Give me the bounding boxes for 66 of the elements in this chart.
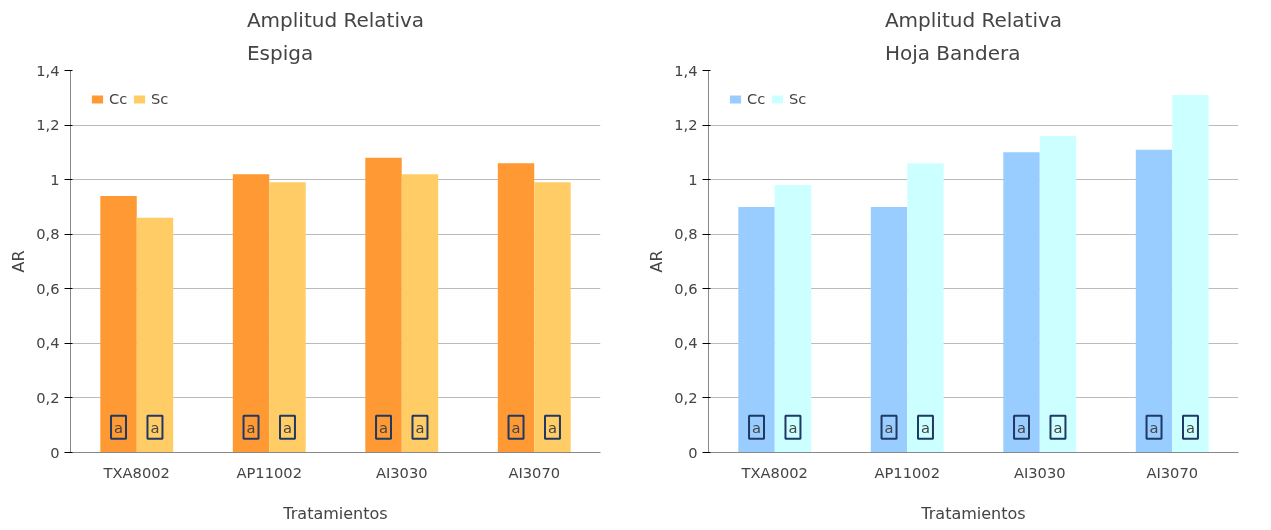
x-axis-title: Tratamientos xyxy=(920,503,1026,523)
bar xyxy=(232,174,270,453)
y-tick-label: 0,2 xyxy=(36,388,60,406)
bar xyxy=(534,182,571,453)
y-axis-title: AR xyxy=(647,250,667,273)
x-tick-label: AP11002 xyxy=(874,463,941,481)
y-tick-label: 0 xyxy=(688,443,698,461)
legend-label: Sc xyxy=(789,90,808,107)
y-tick-label: 1 xyxy=(50,170,60,188)
legend-label: Cc xyxy=(109,90,129,107)
bar xyxy=(870,206,908,453)
annotation: a xyxy=(379,418,389,436)
annotation: a xyxy=(1149,418,1159,436)
y-tick-label: 0,8 xyxy=(36,225,60,243)
x-tick-label: AI3070 xyxy=(1146,463,1199,481)
bar xyxy=(136,217,174,453)
legend-label: Cc xyxy=(747,90,767,107)
annotation: a xyxy=(511,418,521,436)
bar xyxy=(1135,149,1173,453)
y-tick-label: 0,4 xyxy=(674,334,698,352)
y-tick-label: 0,4 xyxy=(36,334,60,352)
bar xyxy=(269,182,306,453)
annotation: a xyxy=(1053,418,1063,436)
y-tick-label: 1 xyxy=(688,170,698,188)
y-axis-title: AR xyxy=(9,250,29,273)
annotation: a xyxy=(884,418,894,436)
annotation: a xyxy=(788,418,798,436)
annotation: a xyxy=(150,418,160,436)
y-tick-label: 0 xyxy=(50,443,60,461)
x-tick-label: AI3030 xyxy=(1013,463,1066,481)
bar xyxy=(907,163,944,453)
bar xyxy=(1003,152,1040,453)
y-tick-label: 1,2 xyxy=(36,116,60,134)
chart-title: Amplitud Relativa Hoja Bandera xyxy=(884,7,1063,66)
bar xyxy=(497,163,535,453)
y-tick-label: 1,4 xyxy=(36,61,60,79)
x-axis-title: Tratamientos xyxy=(282,503,388,523)
x-tick-label: AP11002 xyxy=(236,463,303,481)
bar xyxy=(1172,95,1209,453)
y-tick-label: 1,4 xyxy=(674,61,698,79)
bar xyxy=(365,157,402,453)
annotation: a xyxy=(547,418,557,436)
annotation: a xyxy=(1017,418,1027,436)
bar xyxy=(738,206,775,453)
y-tick-label: 1,2 xyxy=(674,116,698,134)
chart-title: Amplitud Relativa Espiga xyxy=(246,7,425,66)
y-tick-label: 0,6 xyxy=(36,279,60,297)
annotation: a xyxy=(246,418,256,436)
y-tick-label: 0,6 xyxy=(674,279,698,297)
annotation: a xyxy=(282,418,292,436)
bar xyxy=(774,185,812,453)
bar xyxy=(100,196,137,453)
annotation: a xyxy=(1185,418,1195,436)
annotation: a xyxy=(114,418,124,436)
annotation: a xyxy=(920,418,930,436)
y-tick-label: 0,8 xyxy=(674,225,698,243)
x-tick-label: TXA8002 xyxy=(102,463,170,481)
x-tick-label: AI3030 xyxy=(375,463,428,481)
bar xyxy=(401,174,439,453)
legend-label: Sc xyxy=(151,90,170,107)
x-tick-label: AI3070 xyxy=(508,463,561,481)
bar xyxy=(1039,135,1077,453)
y-tick-label: 0,2 xyxy=(674,388,698,406)
annotation: a xyxy=(752,418,762,436)
x-tick-label: TXA8002 xyxy=(740,463,808,481)
annotation: a xyxy=(415,418,425,436)
